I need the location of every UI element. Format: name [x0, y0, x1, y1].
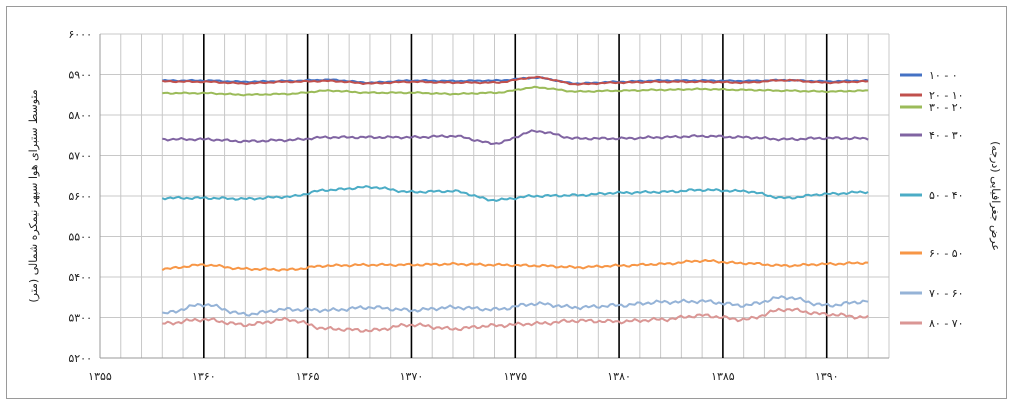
series-line	[161, 185, 869, 202]
x-tick-label: ۱۳۶۵	[296, 370, 320, 383]
y-tick-label: ۵۶۰۰	[68, 190, 92, 203]
series-line	[162, 295, 869, 317]
legend-label: ۷۰ - ۶۰	[929, 287, 964, 300]
y-axis-title: متوسط ستبرای هوا سپهر نیمکره شمالی (متر)	[27, 89, 40, 302]
x-tick-label: ۱۳۵۵	[88, 370, 112, 383]
legend-label: ۱۰ - ۰	[929, 69, 958, 82]
y-tick-label: ۵۳۰۰	[68, 312, 92, 325]
y-tick-label: ۵۷۰۰	[68, 150, 92, 163]
chart-frame: ۵۲۰۰ ۵۳۰۰ ۵۴۰۰ ۵۵۰۰ ۵۶۰۰ ۵۷۰۰ ۵۸۰۰ ۵۹۰۰ ۶۰۰۰ ۱۳۵…	[6, 6, 1007, 399]
x-tick-label: ۱۳۸۵	[711, 370, 735, 383]
series-line	[162, 75, 869, 86]
legend-label: ۸۰ - ۷۰	[929, 317, 964, 330]
y-tick-labels: ۵۲۰۰ ۵۳۰۰ ۵۴۰۰ ۵۵۰۰ ۵۶۰۰ ۵۷۰۰ ۵۸۰۰ ۵۹۰۰ ۶۰۰۰	[68, 28, 92, 365]
series-line	[161, 259, 869, 272]
y-tick-label: ۵۸۰۰	[68, 109, 92, 122]
series-line	[162, 85, 869, 97]
series-line	[162, 129, 869, 145]
legend-label: ۶۰ - ۵۰	[929, 247, 964, 260]
x-tick-label: ۱۳۸۰	[607, 370, 631, 383]
legend-label: ۴۰ - ۳۰	[929, 129, 964, 142]
x-tick-labels: ۱۳۵۵ ۱۳۶۰ ۱۳۶۵ ۱۳۷۰ ۱۳۷۵ ۱۳۸۰ ۱۳۸۵ ۱۳۹۰	[88, 370, 838, 383]
legend-label: ۳۰ - ۲۰	[929, 101, 964, 114]
legend-axis-title: عرض جغرافیایی (درجه)	[989, 141, 1002, 251]
y-tick-label: ۵۹۰۰	[68, 69, 92, 82]
x-tick-label: ۱۳۷۰	[400, 370, 424, 383]
y-tick-label: ۵۲۰۰	[68, 352, 92, 365]
line-chart: ۵۲۰۰ ۵۳۰۰ ۵۴۰۰ ۵۵۰۰ ۵۶۰۰ ۵۷۰۰ ۵۸۰۰ ۵۹۰۰ ۶۰۰۰ ۱۳۵…	[27, 28, 1002, 383]
x-tick-label: ۱۳۶۰	[192, 370, 216, 383]
y-tick-label: ۵۴۰۰	[68, 271, 92, 284]
legend-label: ۲۰ - ۱۰	[929, 89, 964, 102]
x-tick-label: ۱۳۹۰	[815, 370, 839, 383]
x-tick-label: ۱۳۷۵	[503, 370, 527, 383]
y-tick-label: ۶۰۰۰	[68, 28, 92, 41]
y-tick-label: ۵۵۰۰	[68, 231, 92, 244]
series-line	[162, 307, 869, 333]
series-lines	[161, 75, 869, 333]
legend-label: ۵۰ - ۴۰	[929, 189, 964, 202]
